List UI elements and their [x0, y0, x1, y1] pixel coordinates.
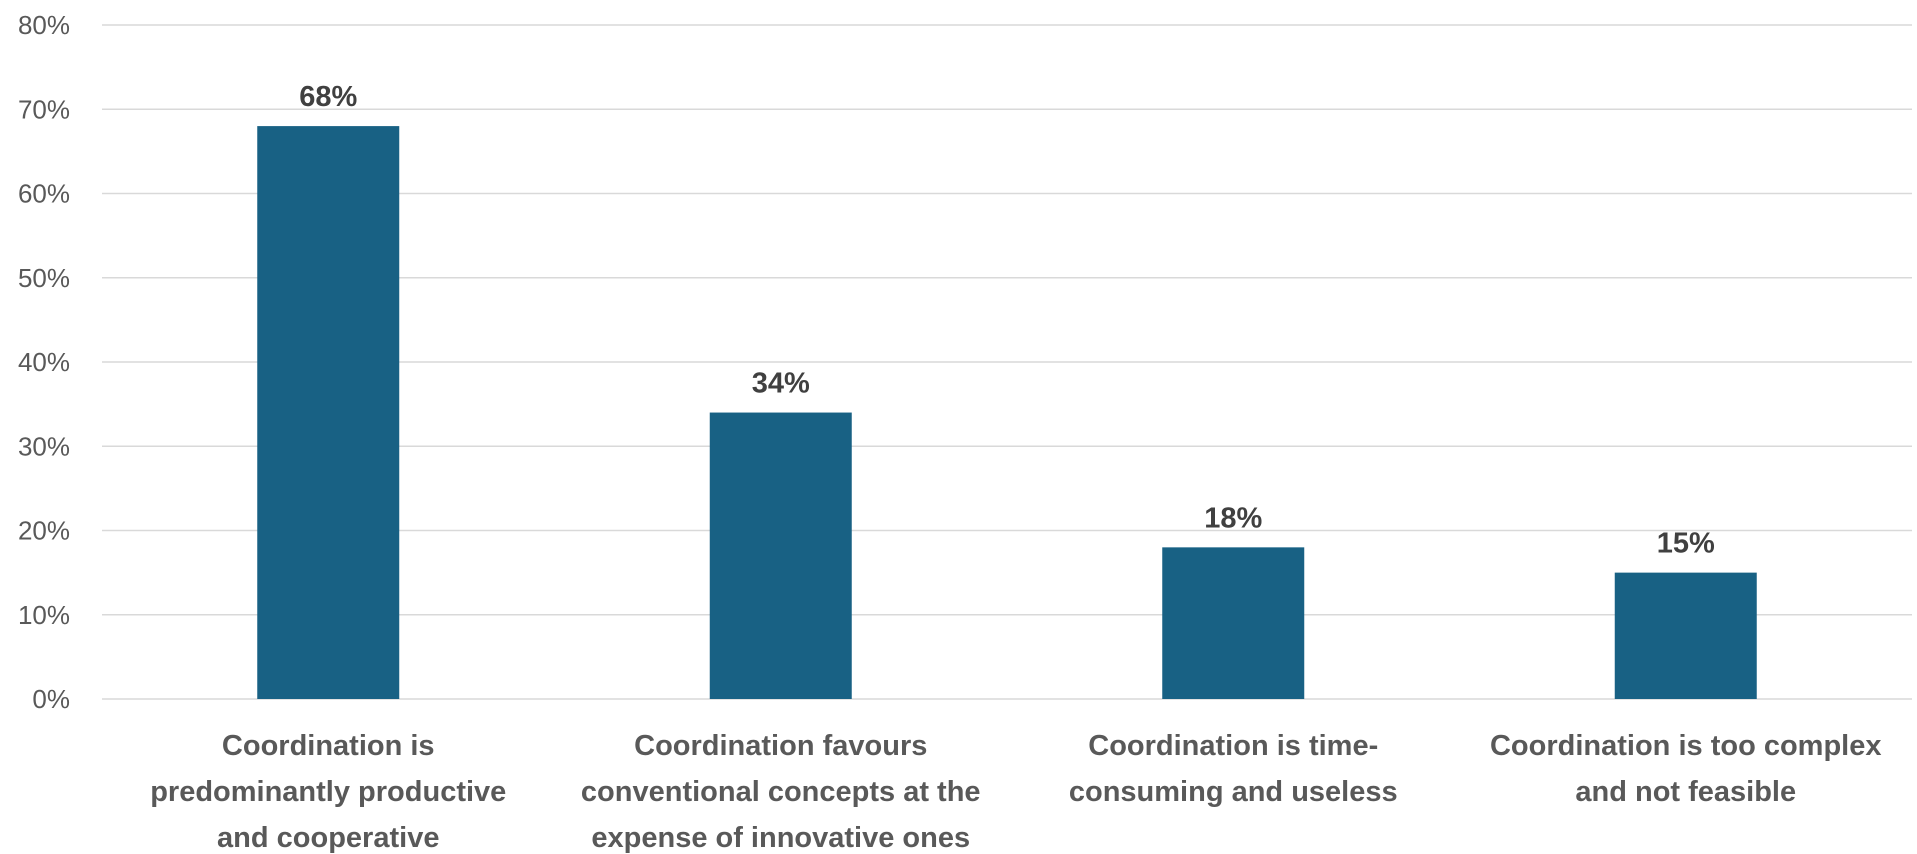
x-tick-label: Coordination is time-consuming and usele…	[1069, 730, 1398, 808]
bar	[1614, 572, 1757, 699]
x-tick-label: Coordination is too complex and not feasi…	[1490, 730, 1882, 808]
data-label: 18%	[1204, 502, 1262, 534]
data-labels: 68% 34% 18% 15%	[299, 81, 1715, 560]
data-label: 68%	[299, 81, 357, 113]
data-label: 15%	[1657, 528, 1715, 560]
bar	[709, 412, 852, 699]
y-tick-label: 20%	[18, 516, 70, 546]
y-tick-label: 80%	[18, 10, 70, 40]
y-tick-label: 60%	[18, 179, 70, 209]
gridlines	[102, 24, 1912, 700]
x-axis: Coordination is predominantly productive a…	[150, 730, 1881, 854]
y-tick-label: 70%	[18, 94, 70, 124]
y-tick-label: 0%	[32, 684, 70, 714]
bars	[257, 126, 1757, 700]
x-tick-label: Coordination favours conventional concept…	[581, 730, 981, 854]
y-axis: 0% 10% 20% 30% 40% 50% 60% 70% 80%	[18, 10, 70, 714]
y-tick-label: 50%	[18, 263, 70, 293]
y-tick-label: 30%	[18, 431, 70, 461]
bar	[257, 126, 400, 700]
y-tick-label: 40%	[18, 347, 70, 377]
y-tick-label: 10%	[18, 600, 70, 630]
data-label: 34%	[752, 368, 810, 400]
x-tick-label: Coordination is predominantly productive a…	[150, 730, 506, 854]
bar	[1162, 547, 1305, 699]
